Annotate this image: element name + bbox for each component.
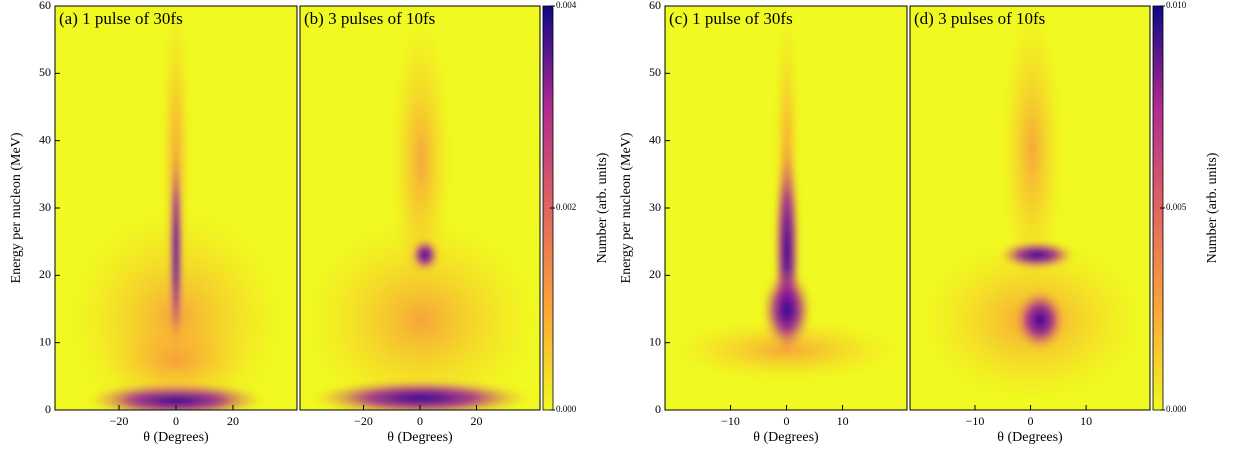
y-tick-label: 40 xyxy=(649,132,661,146)
x-tick-label: −20 xyxy=(110,414,129,428)
colorbar-tick-label: 0.000 xyxy=(1166,404,1187,414)
panel-title: (a) 1 pulse of 30fs xyxy=(59,9,183,28)
heatmap-image xyxy=(55,6,1150,410)
y-tick-label: 10 xyxy=(649,334,661,348)
y-tick-label: 20 xyxy=(39,267,51,281)
x-tick-label: 20 xyxy=(470,414,482,428)
x-axis-label: θ (Degrees) xyxy=(753,430,819,445)
x-axis-label: θ (Degrees) xyxy=(143,430,209,445)
y-tick-label: 0 xyxy=(655,402,661,416)
y-tick-label: 30 xyxy=(649,200,661,214)
y-tick-label: 60 xyxy=(39,0,51,12)
x-tick-label: 20 xyxy=(227,414,239,428)
x-axis-label: θ (Degrees) xyxy=(997,430,1063,445)
y-axis-label: Energy per nucleon (MeV) xyxy=(9,132,24,283)
y-tick-label: 50 xyxy=(39,65,51,79)
colorbar-tick-label: 0.005 xyxy=(1166,202,1187,212)
plot-frame xyxy=(909,5,1151,411)
x-tick-label: 10 xyxy=(1080,414,1092,428)
x-tick-label: 0 xyxy=(1028,414,1034,428)
x-tick-label: 0 xyxy=(173,414,179,428)
y-axis-label: Energy per nucleon (MeV) xyxy=(619,132,634,283)
y-tick-label: 0 xyxy=(45,402,51,416)
x-axis-label: θ (Degrees) xyxy=(387,430,453,445)
y-tick-label: 40 xyxy=(39,132,51,146)
y-tick-label: 30 xyxy=(39,200,51,214)
colorbar-tick-label: 0.010 xyxy=(1166,0,1187,10)
y-tick-label: 20 xyxy=(649,267,661,281)
colorbar-tick-label: 0.000 xyxy=(556,404,577,414)
x-tick-label: −10 xyxy=(721,414,740,428)
colorbar-tick-label: 0.002 xyxy=(556,202,576,212)
y-tick-label: 10 xyxy=(39,334,51,348)
x-tick-label: 0 xyxy=(784,414,790,428)
panel-title: (b) 3 pulses of 10fs xyxy=(304,9,435,28)
panel-title: (c) 1 pulse of 30fs xyxy=(669,9,793,28)
y-tick-label: 50 xyxy=(649,65,661,79)
x-tick-label: −10 xyxy=(966,414,985,428)
colorbar-label: Number (arb. units) xyxy=(1205,152,1220,263)
colorbar-tick-label: 0.004 xyxy=(556,0,577,10)
x-tick-label: −20 xyxy=(354,414,373,428)
colorbar-label: Number (arb. units) xyxy=(595,152,610,263)
x-tick-label: 10 xyxy=(837,414,849,428)
panel-title: (d) 3 pulses of 10fs xyxy=(914,9,1045,28)
x-tick-label: 0 xyxy=(417,414,423,428)
y-tick-label: 60 xyxy=(649,0,661,12)
